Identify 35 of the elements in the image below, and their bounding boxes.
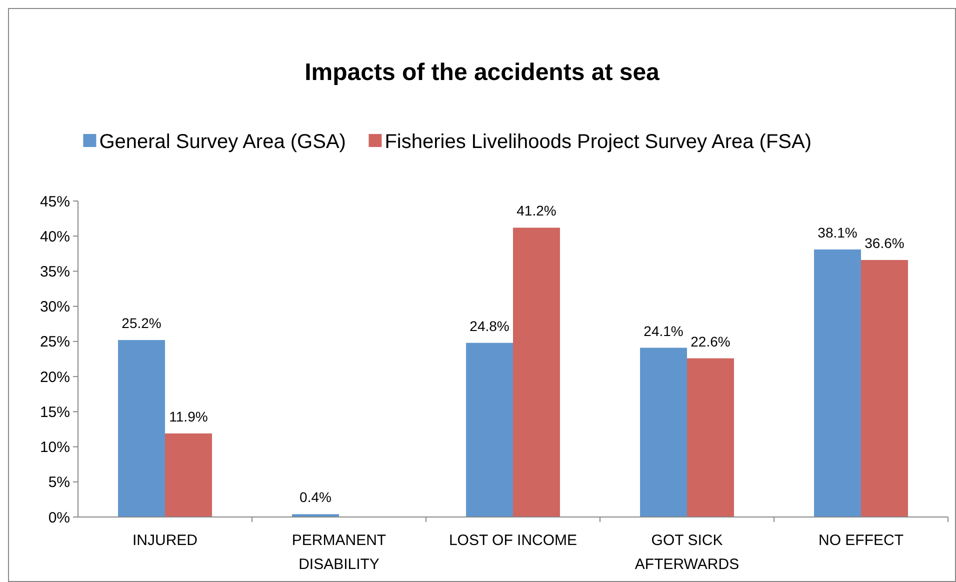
data-label: 0.4% xyxy=(300,489,332,506)
y-tick-label: 45% xyxy=(40,193,70,210)
bar xyxy=(814,249,861,517)
y-tick-label: 15% xyxy=(40,404,70,421)
bar xyxy=(466,342,513,517)
y-tick-label: 20% xyxy=(40,368,70,386)
y-tick-label: 40% xyxy=(40,228,70,246)
bar xyxy=(165,433,212,517)
bar xyxy=(861,260,908,517)
y-tick-label: 10% xyxy=(40,439,70,456)
legend-label: General Survey Area (GSA) xyxy=(99,131,346,153)
data-label: 11.9% xyxy=(169,408,208,424)
chart-title: Impacts of the accidents at sea xyxy=(304,59,660,86)
x-tick-label: GOT SICK AFTERWARDS xyxy=(634,532,740,573)
bar xyxy=(118,340,165,517)
data-label: 25.2% xyxy=(122,315,162,332)
data-label: 36.6% xyxy=(864,234,904,251)
bar xyxy=(687,358,734,517)
data-label: 41.2% xyxy=(516,202,556,219)
x-tick-label: LOST OF INCOME xyxy=(448,532,578,549)
x-tick-label: NO EFFECT xyxy=(818,532,904,549)
data-label: 38.1% xyxy=(818,224,858,240)
y-tick-label: 35% xyxy=(40,263,70,280)
x-tick-label: PERMANENT DISABILITY xyxy=(292,532,386,573)
y-tick-label: 30% xyxy=(40,298,70,316)
x-tick-label: INJURED xyxy=(132,532,198,549)
data-label: 24.1% xyxy=(644,322,684,339)
y-tick-label: 5% xyxy=(48,474,70,492)
data-label: 22.6% xyxy=(690,333,730,350)
data-label: 24.8% xyxy=(470,318,510,334)
bar xyxy=(513,228,560,517)
legend-label: Fisheries Livelihoods Project Survey Area (FSA) xyxy=(384,131,812,153)
y-tick-label: 25% xyxy=(40,334,70,351)
bar xyxy=(640,348,687,517)
y-tick-label: 0% xyxy=(48,509,70,526)
